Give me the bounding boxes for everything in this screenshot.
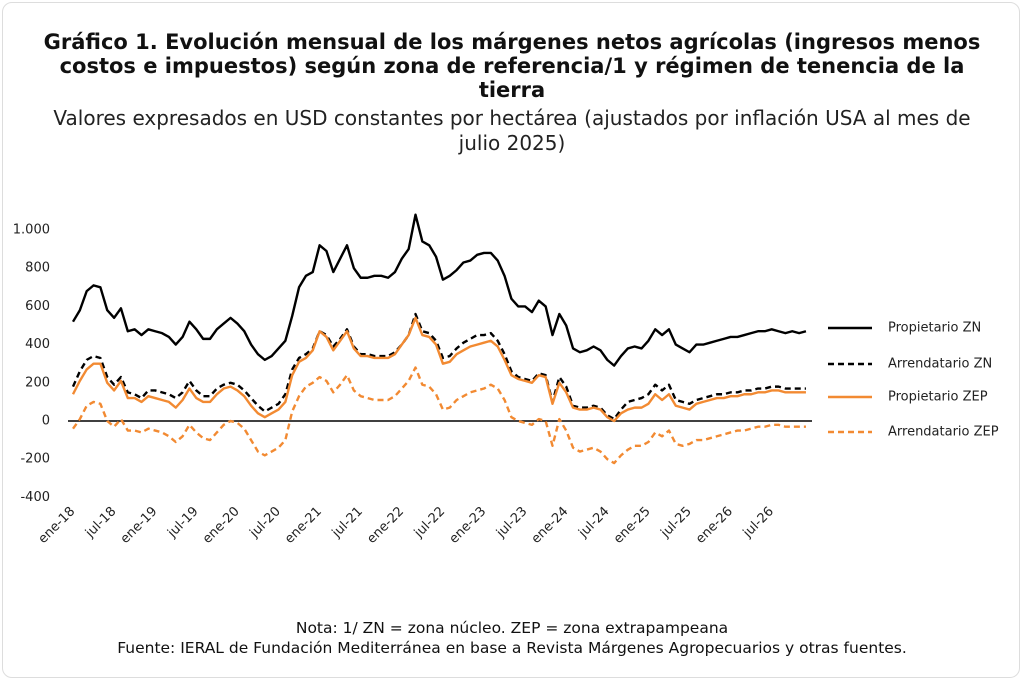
legend-label: Arrendatario ZEP <box>888 425 999 440</box>
x-tick-label: ene-22 <box>364 504 407 547</box>
x-tick-label: ene-25 <box>611 504 654 547</box>
y-tick-label: 800 <box>25 261 50 276</box>
chart-title: Gráfico 1. Evolución mensual de los márg… <box>43 30 981 102</box>
note: Nota: 1/ ZN = zona núcleo. ZEP = zona ex… <box>295 619 729 637</box>
source: Fuente: IERAL de Fundación Mediterránea … <box>117 639 907 657</box>
series-line <box>71 213 807 367</box>
x-tick-label: ene-19 <box>118 504 161 547</box>
y-tick-label: 0 <box>42 414 50 429</box>
x-tick-label: ene-18 <box>36 504 79 547</box>
y-tick-label: 200 <box>25 375 50 390</box>
x-tick-label: ene-23 <box>447 504 490 547</box>
x-tick-label: jul-21 <box>329 504 366 541</box>
y-tick-label: 1.000 <box>13 223 50 238</box>
legend-label: Propietario ZEP <box>888 390 988 405</box>
x-tick-label: jul-23 <box>493 504 530 541</box>
x-tick-label: ene-20 <box>200 504 243 547</box>
chart-subtitle: Valores expresados en USD constantes por… <box>53 106 971 155</box>
y-tick-label: -400 <box>20 490 50 505</box>
footer: Nota: 1/ ZN = zona núcleo. ZEP = zona ex… <box>0 618 1024 658</box>
x-tick-label: ene-24 <box>529 504 572 547</box>
x-tick-label: jul-22 <box>411 504 448 541</box>
x-tick-label: ene-26 <box>693 504 736 547</box>
x-tick-label: jul-19 <box>164 504 201 541</box>
series-line <box>71 316 806 423</box>
y-tick-label: -200 <box>20 452 50 467</box>
legend-label: Propietario ZN <box>888 321 981 336</box>
x-tick-label: jul-20 <box>247 504 284 541</box>
x-tick-label: jul-26 <box>740 504 777 541</box>
legend-label: Arrendatario ZN <box>888 357 992 372</box>
series-line <box>71 312 806 421</box>
x-tick-label: jul-24 <box>575 504 612 541</box>
x-tick-label: ene-21 <box>282 504 325 547</box>
x-tick-label: jul-25 <box>658 504 695 541</box>
series-line <box>72 366 806 465</box>
y-tick-label: 400 <box>25 337 50 352</box>
x-tick-label: jul-18 <box>82 504 119 541</box>
y-tick-label: 600 <box>25 299 50 314</box>
